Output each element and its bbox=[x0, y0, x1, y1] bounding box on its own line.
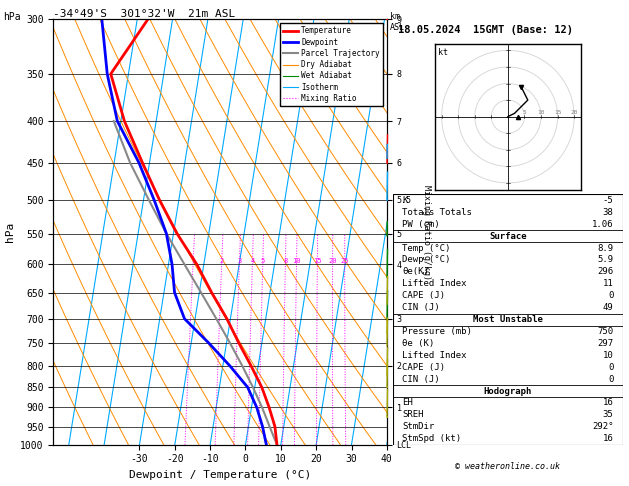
Text: θe(K): θe(K) bbox=[403, 267, 429, 277]
Text: 0: 0 bbox=[608, 291, 613, 300]
X-axis label: Dewpoint / Temperature (°C): Dewpoint / Temperature (°C) bbox=[129, 470, 311, 480]
Text: 15: 15 bbox=[554, 110, 561, 115]
Text: Lifted Index: Lifted Index bbox=[403, 351, 467, 360]
Text: kt: kt bbox=[438, 48, 448, 57]
Text: PW (cm): PW (cm) bbox=[403, 220, 440, 229]
Text: 4: 4 bbox=[250, 258, 255, 264]
Text: 20: 20 bbox=[328, 258, 337, 264]
Text: 49: 49 bbox=[603, 303, 613, 312]
Text: 750: 750 bbox=[598, 327, 613, 336]
Text: Pressure (mb): Pressure (mb) bbox=[403, 327, 472, 336]
Text: 20: 20 bbox=[571, 110, 578, 115]
Legend: Temperature, Dewpoint, Parcel Trajectory, Dry Adiabat, Wet Adiabat, Isotherm, Mi: Temperature, Dewpoint, Parcel Trajectory… bbox=[280, 23, 383, 106]
Text: © weatheronline.co.uk: © weatheronline.co.uk bbox=[455, 462, 560, 471]
Text: hPa: hPa bbox=[3, 12, 21, 22]
Text: km
ASL: km ASL bbox=[390, 12, 405, 32]
Text: 35: 35 bbox=[603, 410, 613, 419]
Text: CIN (J): CIN (J) bbox=[403, 303, 440, 312]
Y-axis label: Mixing Ratio (g/kg): Mixing Ratio (g/kg) bbox=[422, 185, 431, 279]
Text: 297: 297 bbox=[598, 339, 613, 348]
Text: StmSpd (kt): StmSpd (kt) bbox=[403, 434, 462, 443]
Text: K: K bbox=[403, 196, 408, 205]
Text: 10: 10 bbox=[537, 110, 545, 115]
Text: Totals Totals: Totals Totals bbox=[403, 208, 472, 217]
Text: Temp (°C): Temp (°C) bbox=[403, 243, 451, 253]
Text: -5: -5 bbox=[603, 196, 613, 205]
Text: Dewp (°C): Dewp (°C) bbox=[403, 256, 451, 264]
Text: 5.9: 5.9 bbox=[598, 256, 613, 264]
Text: -34°49'S  301°32'W  21m ASL: -34°49'S 301°32'W 21m ASL bbox=[53, 9, 236, 18]
Text: 38: 38 bbox=[603, 208, 613, 217]
Text: 5: 5 bbox=[260, 258, 265, 264]
Text: 8: 8 bbox=[283, 258, 287, 264]
Text: 292°: 292° bbox=[592, 422, 613, 431]
Text: 8.9: 8.9 bbox=[598, 243, 613, 253]
Text: 11: 11 bbox=[603, 279, 613, 288]
Text: Lifted Index: Lifted Index bbox=[403, 279, 467, 288]
Text: 296: 296 bbox=[598, 267, 613, 277]
Text: 16: 16 bbox=[603, 434, 613, 443]
Text: EH: EH bbox=[403, 399, 413, 407]
Y-axis label: hPa: hPa bbox=[4, 222, 14, 242]
Text: Hodograph: Hodograph bbox=[484, 386, 532, 396]
Text: 16: 16 bbox=[603, 399, 613, 407]
Text: CIN (J): CIN (J) bbox=[403, 375, 440, 383]
Text: StmDir: StmDir bbox=[403, 422, 435, 431]
Text: Most Unstable: Most Unstable bbox=[473, 315, 543, 324]
Text: 1.06: 1.06 bbox=[592, 220, 613, 229]
Text: SREH: SREH bbox=[403, 410, 424, 419]
Text: CAPE (J): CAPE (J) bbox=[403, 363, 445, 372]
Text: 15: 15 bbox=[313, 258, 321, 264]
Text: 10: 10 bbox=[603, 351, 613, 360]
Text: 5: 5 bbox=[523, 110, 526, 115]
Text: 2: 2 bbox=[220, 258, 224, 264]
Text: 3: 3 bbox=[237, 258, 242, 264]
Text: 0: 0 bbox=[608, 375, 613, 383]
Text: 18.05.2024  15GMT (Base: 12): 18.05.2024 15GMT (Base: 12) bbox=[398, 25, 573, 35]
Text: 0: 0 bbox=[608, 363, 613, 372]
Text: θe (K): θe (K) bbox=[403, 339, 435, 348]
Text: 10: 10 bbox=[292, 258, 301, 264]
Text: 1: 1 bbox=[191, 258, 195, 264]
Text: CAPE (J): CAPE (J) bbox=[403, 291, 445, 300]
Text: Surface: Surface bbox=[489, 232, 526, 241]
Text: 25: 25 bbox=[340, 258, 349, 264]
